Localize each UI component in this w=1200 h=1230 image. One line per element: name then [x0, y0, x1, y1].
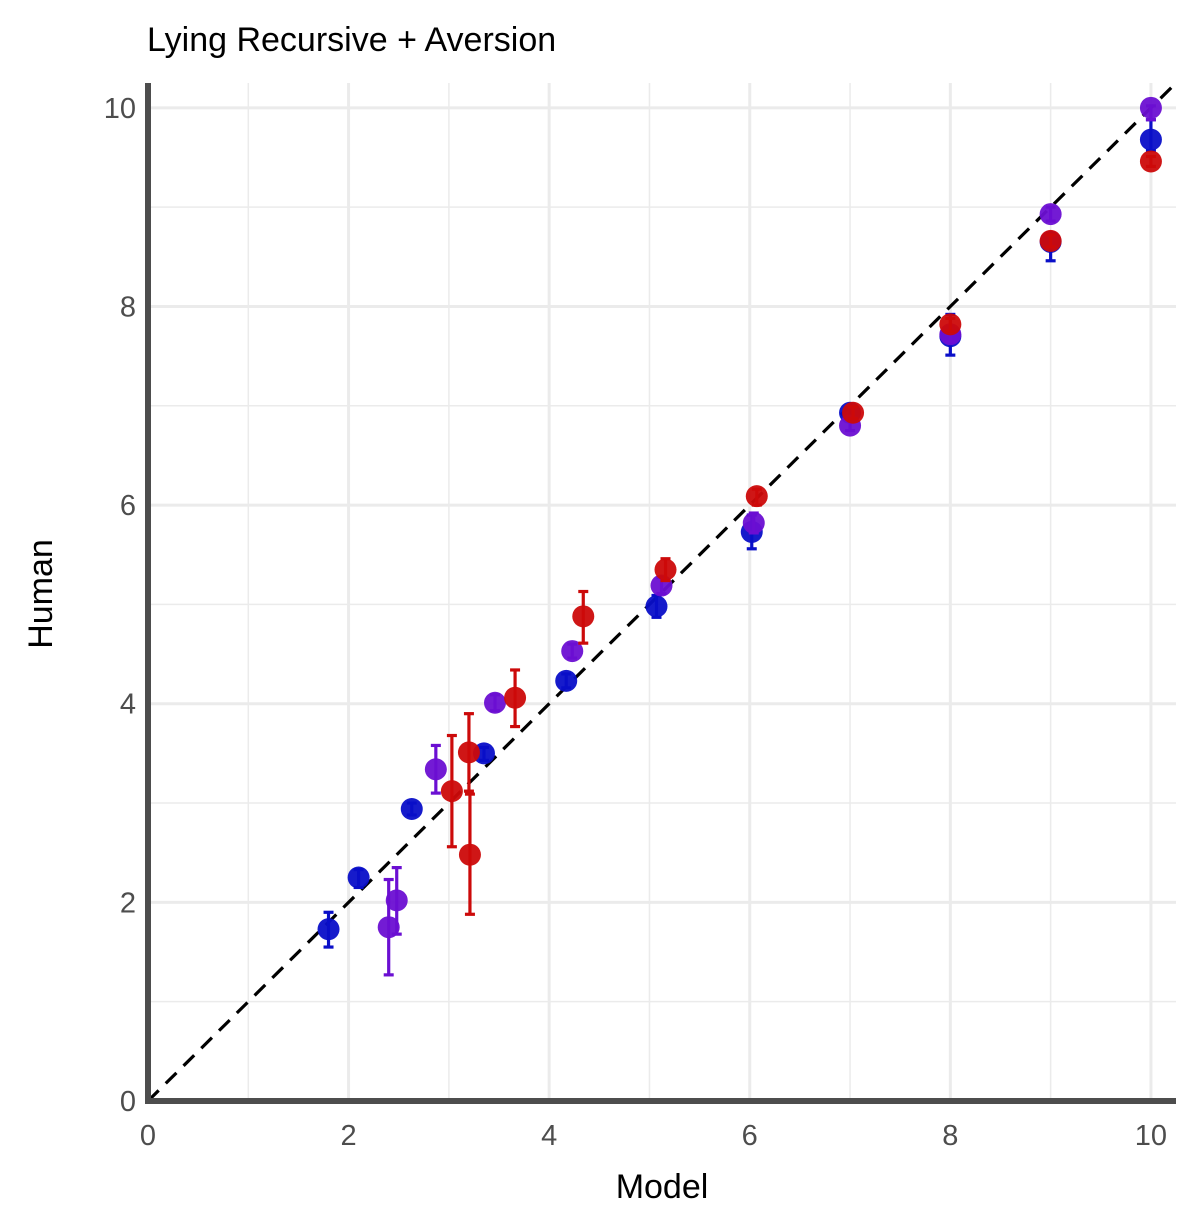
data-point [645, 595, 668, 618]
data-point [939, 313, 962, 336]
y-tick-label: 6 [120, 490, 136, 522]
data-point [317, 918, 340, 941]
x-tick-label: 10 [1135, 1120, 1167, 1152]
x-tick-label: 8 [942, 1120, 958, 1152]
data-point [1139, 96, 1162, 119]
y-axis-title: Human [22, 539, 60, 649]
data-point [1039, 203, 1062, 226]
y-axis-tick-labels: 0 2 4 6 8 10 [104, 93, 136, 1118]
y-tick-label: 0 [120, 1086, 136, 1118]
data-point [555, 669, 578, 692]
data-point [1139, 128, 1162, 151]
data-point [457, 741, 480, 764]
chart-title: Lying Recursive + Aversion [147, 21, 556, 59]
y-tick-label: 10 [104, 93, 136, 125]
data-series [317, 118, 1162, 949]
y-tick-label: 4 [120, 689, 136, 721]
data-point [561, 640, 584, 663]
data-point [745, 485, 768, 508]
data-marks [317, 96, 1162, 977]
data-point [572, 605, 595, 628]
identity-reference-line [146, 81, 1178, 1103]
x-tick-label: 0 [140, 1120, 156, 1152]
x-tick-label: 4 [541, 1120, 557, 1152]
data-point [1039, 229, 1062, 252]
grid-lines [148, 83, 1176, 1101]
data-point [1139, 150, 1162, 173]
data-point [400, 798, 423, 821]
data-point [654, 558, 677, 581]
data-point [504, 686, 527, 709]
data-point [842, 401, 865, 424]
data-point [742, 511, 765, 534]
x-tick-label: 6 [742, 1120, 758, 1152]
data-series [377, 96, 1162, 977]
data-point [347, 866, 370, 889]
data-point [385, 889, 408, 912]
y-tick-label: 8 [120, 291, 136, 323]
y-tick-label: 2 [120, 887, 136, 919]
data-point [484, 691, 507, 714]
data-point [440, 780, 463, 803]
data-point [458, 843, 481, 866]
data-series [440, 150, 1162, 916]
x-axis-tick-labels: 0 2 4 6 8 10 [140, 1120, 1167, 1152]
x-axis-title: Model [616, 1168, 709, 1206]
data-point [424, 758, 447, 781]
x-tick-label: 2 [341, 1120, 357, 1152]
